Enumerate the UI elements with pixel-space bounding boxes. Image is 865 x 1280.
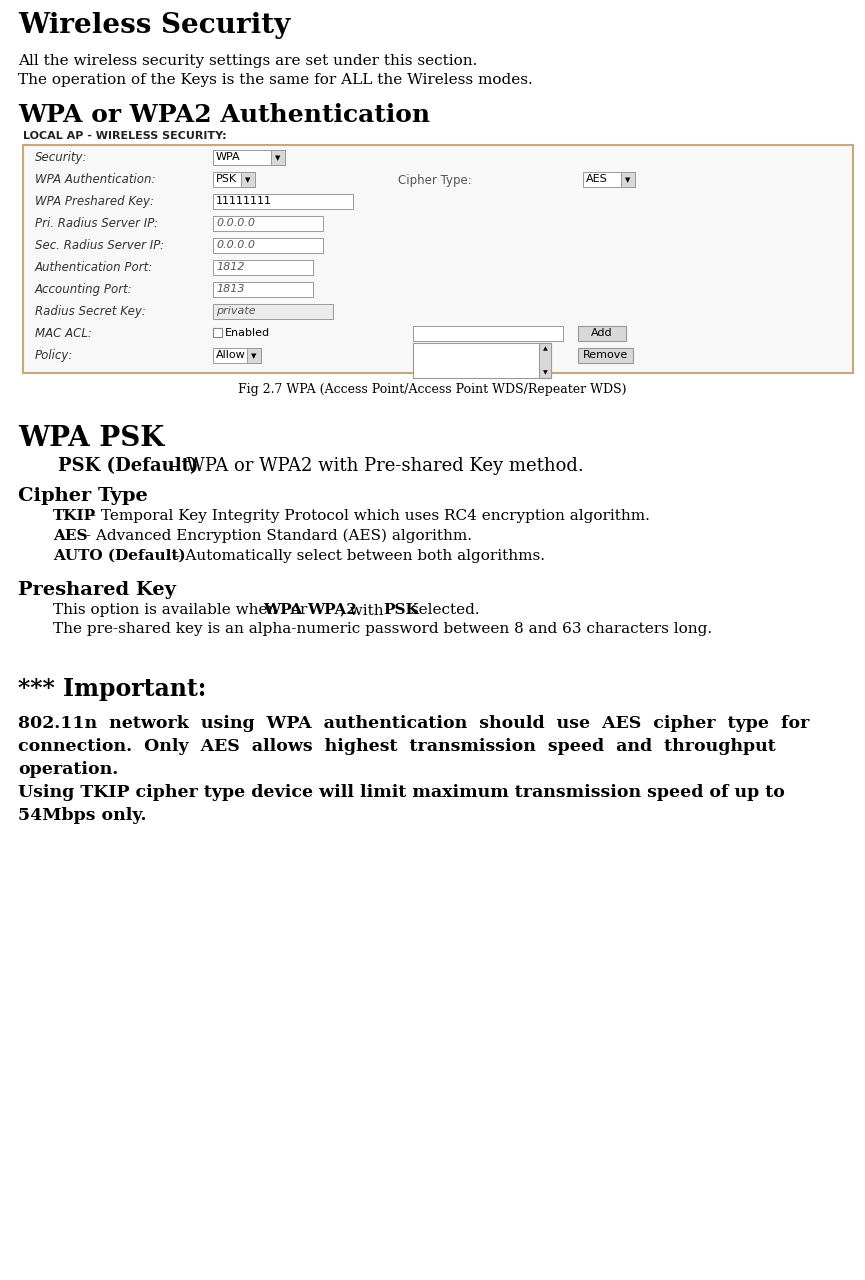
FancyBboxPatch shape bbox=[213, 282, 313, 297]
Text: or: or bbox=[286, 603, 312, 617]
FancyBboxPatch shape bbox=[578, 326, 626, 340]
FancyBboxPatch shape bbox=[23, 145, 853, 372]
Text: Radius Secret Key:: Radius Secret Key: bbox=[35, 305, 146, 317]
FancyBboxPatch shape bbox=[213, 216, 323, 230]
Text: WPA Preshared Key:: WPA Preshared Key: bbox=[35, 195, 154, 207]
Text: Authentication Port:: Authentication Port: bbox=[35, 261, 153, 274]
Text: Using TKIP cipher type device will limit maximum transmission speed of up to: Using TKIP cipher type device will limit… bbox=[18, 783, 785, 801]
FancyBboxPatch shape bbox=[213, 172, 255, 187]
Text: This option is available when: This option is available when bbox=[53, 603, 282, 617]
Text: - Temporal Key Integrity Protocol which uses RC4 encryption algorithm.: - Temporal Key Integrity Protocol which … bbox=[86, 509, 650, 524]
Text: Allow: Allow bbox=[216, 349, 246, 360]
Text: - Advanced Encryption Standard (AES) algorithm.: - Advanced Encryption Standard (AES) alg… bbox=[81, 529, 472, 544]
FancyBboxPatch shape bbox=[413, 326, 563, 340]
Text: 0.0.0.0: 0.0.0.0 bbox=[216, 218, 255, 228]
Text: AES: AES bbox=[53, 529, 87, 543]
FancyBboxPatch shape bbox=[621, 172, 635, 187]
Text: 1813: 1813 bbox=[216, 283, 245, 293]
Text: AUTO (Default): AUTO (Default) bbox=[53, 549, 186, 563]
Text: Enabled: Enabled bbox=[225, 328, 270, 338]
Text: ▼: ▼ bbox=[246, 177, 251, 183]
Text: private: private bbox=[216, 306, 256, 315]
Text: Pri. Radius Server IP:: Pri. Radius Server IP: bbox=[35, 218, 158, 230]
Text: WPA PSK: WPA PSK bbox=[18, 425, 164, 452]
Text: ▼: ▼ bbox=[625, 177, 631, 183]
FancyBboxPatch shape bbox=[213, 260, 313, 275]
FancyBboxPatch shape bbox=[247, 348, 261, 364]
Text: ▼: ▼ bbox=[275, 155, 280, 161]
Text: WPA: WPA bbox=[263, 603, 303, 617]
Text: 0.0.0.0: 0.0.0.0 bbox=[216, 239, 255, 250]
FancyBboxPatch shape bbox=[213, 150, 285, 165]
Text: Remove: Remove bbox=[582, 349, 628, 360]
FancyBboxPatch shape bbox=[213, 303, 333, 319]
Text: All the wireless security settings are set under this section.: All the wireless security settings are s… bbox=[18, 54, 477, 68]
Text: PSK: PSK bbox=[216, 174, 237, 183]
Text: connection.  Only  AES  allows  highest  transmission  speed  and  throughput: connection. Only AES allows highest tran… bbox=[18, 739, 776, 755]
FancyBboxPatch shape bbox=[271, 150, 285, 165]
Text: WPA: WPA bbox=[216, 151, 240, 161]
Text: ▼: ▼ bbox=[542, 370, 548, 375]
FancyBboxPatch shape bbox=[213, 238, 323, 253]
FancyBboxPatch shape bbox=[213, 348, 261, 364]
Text: Sec. Radius Server IP:: Sec. Radius Server IP: bbox=[35, 239, 164, 252]
Text: WPA Authentication:: WPA Authentication: bbox=[35, 173, 156, 186]
FancyBboxPatch shape bbox=[578, 348, 633, 364]
Text: Preshared Key: Preshared Key bbox=[18, 581, 176, 599]
FancyBboxPatch shape bbox=[413, 343, 551, 378]
Text: , with: , with bbox=[340, 603, 388, 617]
FancyBboxPatch shape bbox=[213, 328, 222, 337]
Text: Accounting Port:: Accounting Port: bbox=[35, 283, 132, 296]
Text: 11111111: 11111111 bbox=[216, 196, 272, 206]
Text: Security:: Security: bbox=[35, 151, 87, 164]
FancyBboxPatch shape bbox=[583, 172, 635, 187]
Text: – WPA or WPA2 with Pre-shared Key method.: – WPA or WPA2 with Pre-shared Key method… bbox=[166, 457, 584, 475]
Text: Fig 2.7 WPA (Access Point/Access Point WDS/Repeater WDS): Fig 2.7 WPA (Access Point/Access Point W… bbox=[238, 383, 627, 396]
Text: TKIP: TKIP bbox=[53, 509, 96, 524]
Text: *** Important:: *** Important: bbox=[18, 677, 207, 701]
Text: The pre-shared key is an alpha-numeric password between 8 and 63 characters long: The pre-shared key is an alpha-numeric p… bbox=[53, 622, 712, 636]
Text: – Automatically select between both algorithms.: – Automatically select between both algo… bbox=[168, 549, 545, 563]
Text: WPA or WPA2 Authentication: WPA or WPA2 Authentication bbox=[18, 102, 430, 127]
Text: Policy:: Policy: bbox=[35, 349, 74, 362]
Text: PSK: PSK bbox=[383, 603, 419, 617]
Text: PSK (Default): PSK (Default) bbox=[58, 457, 198, 475]
Text: Add: Add bbox=[591, 328, 612, 338]
Text: 54Mbps only.: 54Mbps only. bbox=[18, 806, 146, 824]
FancyBboxPatch shape bbox=[539, 343, 551, 378]
Text: ▼: ▼ bbox=[252, 353, 257, 358]
Text: 1812: 1812 bbox=[216, 261, 245, 271]
FancyBboxPatch shape bbox=[241, 172, 255, 187]
Text: The operation of the Keys is the same for ALL the Wireless modes.: The operation of the Keys is the same fo… bbox=[18, 73, 533, 87]
Text: WPA2: WPA2 bbox=[307, 603, 357, 617]
Text: operation.: operation. bbox=[18, 762, 119, 778]
Text: Cipher Type: Cipher Type bbox=[18, 486, 148, 506]
FancyBboxPatch shape bbox=[213, 195, 353, 209]
Text: AES: AES bbox=[586, 174, 608, 183]
Text: selected.: selected. bbox=[406, 603, 479, 617]
Text: Cipher Type:: Cipher Type: bbox=[398, 174, 471, 187]
Text: MAC ACL:: MAC ACL: bbox=[35, 326, 92, 340]
Text: ▲: ▲ bbox=[542, 346, 548, 351]
Text: Wireless Security: Wireless Security bbox=[18, 12, 291, 38]
Text: 802.11n  network  using  WPA  authentication  should  use  AES  cipher  type  fo: 802.11n network using WPA authentication… bbox=[18, 716, 810, 732]
Text: LOCAL AP - WIRELESS SECURITY:: LOCAL AP - WIRELESS SECURITY: bbox=[23, 131, 227, 141]
